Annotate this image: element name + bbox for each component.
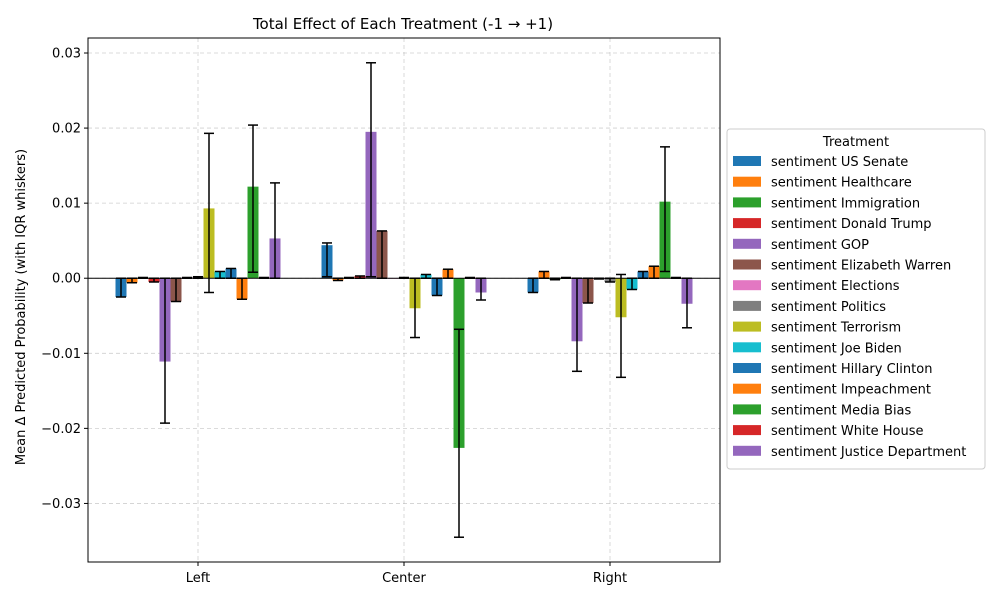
chart-title: Total Effect of Each Treatment (-1 → +1) (252, 15, 553, 33)
legend-swatch (733, 218, 761, 229)
legend-swatch (733, 280, 761, 291)
legend-label: sentiment Immigration (771, 196, 920, 211)
y-tick-label: 0.03 (52, 47, 81, 62)
legend-label: sentiment US Senate (771, 155, 908, 170)
legend-swatch (733, 342, 761, 353)
legend-swatch (733, 238, 761, 249)
legend-items: sentiment US Senate sentiment Healthcare s… (733, 155, 966, 460)
legend-label: sentiment Healthcare (771, 176, 912, 191)
legend-title: Treatment (822, 135, 889, 150)
y-tick-label: 0.00 (52, 272, 81, 287)
y-tick-label: 0.02 (52, 122, 81, 137)
legend-label: sentiment GOP (771, 238, 869, 253)
legend-swatch (733, 445, 761, 456)
y-axis-label: Mean Δ Predicted Probability (with IQR w… (14, 149, 29, 465)
legend-swatch (733, 197, 761, 208)
legend-label: sentiment Hillary Clinton (771, 362, 932, 377)
legend-label: sentiment Media Bias (771, 403, 912, 418)
legend-swatch (733, 176, 761, 187)
legend-label: sentiment White House (771, 424, 924, 439)
x-tick-label: Left (186, 571, 210, 586)
legend-label: sentiment Donald Trump (771, 217, 932, 232)
y-tick-label: −0.02 (41, 422, 81, 437)
y-tick-label: −0.03 (41, 497, 81, 512)
legend-label: sentiment Terrorism (771, 321, 901, 336)
legend-label: sentiment Impeachment (771, 383, 931, 398)
legend-swatch (733, 363, 761, 373)
legend: Treatment sentiment US Senate sentiment H… (726, 128, 986, 470)
legend-label: sentiment Politics (771, 300, 886, 315)
legend-label: sentiment Elections (771, 279, 900, 294)
y-tick-label: 0.01 (52, 197, 81, 212)
y-axis: −0.03 −0.02 −0.01 0.00 0.01 0.02 0.03 (41, 47, 88, 512)
y-tick-label: −0.01 (41, 347, 81, 362)
legend-swatch (733, 156, 761, 166)
x-axis: Left Center Right (186, 562, 627, 586)
legend-swatch (733, 404, 761, 415)
legend-swatch (733, 259, 761, 270)
legend-label: sentiment Justice Department (771, 445, 966, 460)
legend-swatch (733, 321, 761, 332)
legend-label: sentiment Joe Biden (771, 341, 902, 356)
legend-swatch (733, 425, 761, 436)
x-tick-label: Center (382, 571, 426, 586)
legend-frame (726, 128, 986, 470)
legend-swatch (733, 300, 761, 311)
legend-label: sentiment Elizabeth Warren (771, 259, 951, 274)
legend-swatch (733, 383, 761, 394)
x-tick-label: Right (593, 571, 627, 586)
